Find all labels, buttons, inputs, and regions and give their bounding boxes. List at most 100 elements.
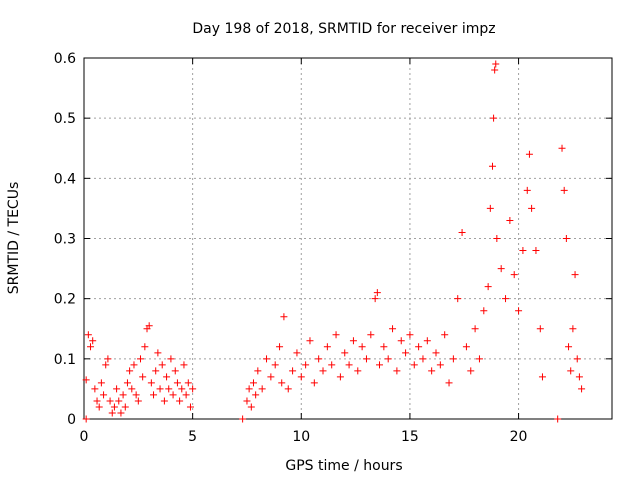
data-point xyxy=(449,355,457,363)
axis-ticks: 0 0.1 0.2 0.3 0.4 0.5 0.6 0 5 10 15 20 xyxy=(54,51,612,445)
data-point xyxy=(323,343,331,351)
y-tick-label: 0.5 xyxy=(54,111,76,127)
data-point xyxy=(91,385,99,393)
data-point xyxy=(506,216,514,224)
data-point xyxy=(393,367,401,375)
data-point xyxy=(126,367,134,375)
data-point xyxy=(171,367,179,375)
data-point xyxy=(89,337,97,345)
data-point xyxy=(306,337,314,345)
data-point xyxy=(258,385,266,393)
data-point xyxy=(271,361,279,369)
data-point xyxy=(410,361,418,369)
data-point xyxy=(178,385,186,393)
data-point xyxy=(371,295,379,303)
y-tick-label: 0.1 xyxy=(54,352,76,368)
data-point xyxy=(578,385,586,393)
y-axis-label: SRMTID / TECUs xyxy=(6,182,22,295)
data-point xyxy=(432,349,440,357)
data-point xyxy=(158,361,166,369)
data-point xyxy=(328,361,336,369)
data-points xyxy=(82,60,586,423)
data-point xyxy=(497,265,505,273)
x-tick-label: 10 xyxy=(292,429,310,445)
data-point xyxy=(252,391,260,399)
data-point xyxy=(150,391,158,399)
data-point xyxy=(362,355,370,363)
data-point xyxy=(176,397,184,405)
data-point xyxy=(128,385,136,393)
data-point xyxy=(110,403,118,411)
data-point xyxy=(117,409,125,417)
data-point xyxy=(428,367,436,375)
data-point xyxy=(528,204,536,212)
x-axis-label: GPS time / hours xyxy=(285,458,402,474)
data-point xyxy=(389,325,397,333)
data-point xyxy=(345,361,353,369)
data-point xyxy=(491,66,499,74)
data-point xyxy=(189,385,197,393)
data-point xyxy=(297,373,305,381)
data-point xyxy=(380,343,388,351)
data-point xyxy=(139,373,147,381)
data-point xyxy=(471,325,479,333)
data-point xyxy=(239,415,247,423)
data-point xyxy=(565,343,573,351)
data-point xyxy=(254,367,262,375)
data-point xyxy=(310,379,318,387)
data-point xyxy=(510,271,518,279)
data-point xyxy=(406,331,414,339)
data-point xyxy=(319,367,327,375)
data-point xyxy=(354,367,362,375)
data-point xyxy=(515,307,523,315)
data-point xyxy=(280,313,288,321)
data-point xyxy=(436,361,444,369)
data-point xyxy=(562,235,570,242)
data-point xyxy=(123,379,131,387)
data-point xyxy=(289,367,297,375)
data-point xyxy=(173,379,181,387)
data-point xyxy=(419,355,427,363)
data-point xyxy=(184,379,192,387)
data-point xyxy=(462,343,470,351)
data-point xyxy=(475,355,483,363)
data-point xyxy=(249,379,257,387)
data-point xyxy=(397,337,405,345)
data-point xyxy=(278,379,286,387)
data-point xyxy=(402,349,410,357)
data-point xyxy=(423,337,431,345)
data-point xyxy=(284,385,292,393)
data-point xyxy=(100,391,108,399)
data-point xyxy=(145,322,153,330)
data-point xyxy=(454,295,462,303)
data-point xyxy=(141,343,149,351)
data-point xyxy=(134,397,142,405)
data-point xyxy=(571,271,579,279)
x-tick-label: 5 xyxy=(188,429,197,445)
data-point xyxy=(108,409,116,417)
data-point xyxy=(373,289,381,297)
y-tick-label: 0.3 xyxy=(54,232,76,248)
data-point xyxy=(480,307,488,315)
data-point xyxy=(532,247,540,255)
grid-lines xyxy=(84,58,612,419)
y-tick-label: 0.6 xyxy=(54,51,76,67)
data-point xyxy=(349,337,357,345)
data-point xyxy=(332,331,340,339)
data-point xyxy=(102,361,110,369)
data-point xyxy=(115,397,123,405)
data-point xyxy=(267,373,275,381)
data-point xyxy=(82,376,90,384)
y-tick-label: 0.4 xyxy=(54,171,76,187)
data-point xyxy=(186,403,194,411)
data-point xyxy=(95,403,103,411)
data-point xyxy=(247,403,255,411)
data-point xyxy=(523,186,531,194)
data-point xyxy=(156,385,164,393)
x-tick-label: 20 xyxy=(510,429,528,445)
data-point xyxy=(104,355,112,363)
data-point xyxy=(441,331,449,339)
data-point xyxy=(97,379,105,387)
x-tick-label: 15 xyxy=(401,429,419,445)
